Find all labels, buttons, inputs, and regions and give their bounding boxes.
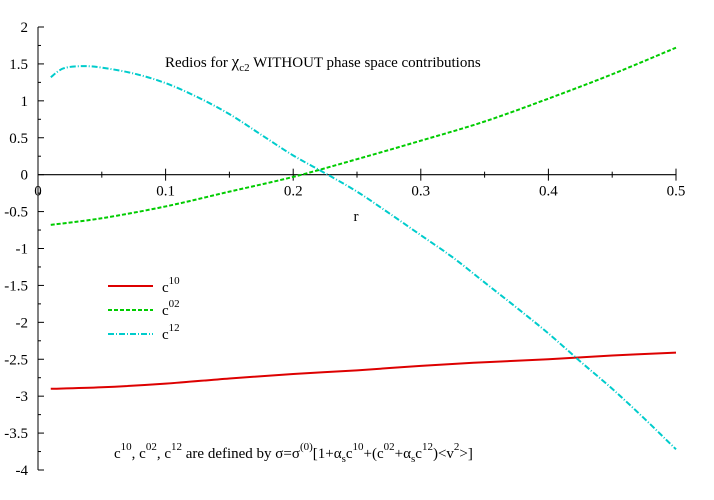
y-tick-label: 1.5 xyxy=(9,57,28,73)
series-layer xyxy=(50,46,677,451)
series-line-c02 xyxy=(50,46,677,226)
series-line-c12 xyxy=(50,65,677,451)
x-tick-label: 0.5 xyxy=(667,184,686,200)
legend: c10 c02 c12 xyxy=(108,275,180,343)
y-tick-label: -1 xyxy=(16,242,29,258)
x-tick-label: 0.1 xyxy=(156,184,175,200)
definition-annotation: c10, c02, c12 are defined by σ=σ(0)[1+αs… xyxy=(114,441,473,465)
y-tick-label: 0 xyxy=(21,168,29,184)
y-tick-label: 2 xyxy=(21,20,29,36)
y-tick-label: 1 xyxy=(21,94,29,110)
y-tick-label: -4 xyxy=(16,463,29,479)
y-tick-label: -2.5 xyxy=(4,352,28,368)
x-tick-label: 0.4 xyxy=(539,184,558,200)
legend-label-c02: c02 xyxy=(162,298,180,319)
legend-label-c12: c12 xyxy=(162,322,180,343)
x-tick-label: 0 xyxy=(34,184,42,200)
y-tick-label: 0.5 xyxy=(9,131,28,147)
y-tick-label: -3.5 xyxy=(4,426,28,442)
x-tick-label: 0.2 xyxy=(284,184,303,200)
y-tick-label: -3 xyxy=(16,389,29,405)
y-tick-label: -2 xyxy=(16,315,29,331)
legend-label-c10: c10 xyxy=(162,275,180,296)
chart-title: Redios for χc2 WITHOUT phase space contr… xyxy=(165,52,481,74)
y-tick-label: -1.5 xyxy=(4,278,28,294)
axes: 2 1.5 1 0.5 0 -0.5 -1 -1.5 -2 -2.5 -3 -3.5 -4 0 0.1 0.2… xyxy=(4,20,685,479)
y-tick-label: -0.5 xyxy=(4,205,28,221)
x-tick-label: 0.3 xyxy=(411,184,430,200)
series-line-c10 xyxy=(50,351,677,390)
x-axis-label: r xyxy=(354,209,359,225)
